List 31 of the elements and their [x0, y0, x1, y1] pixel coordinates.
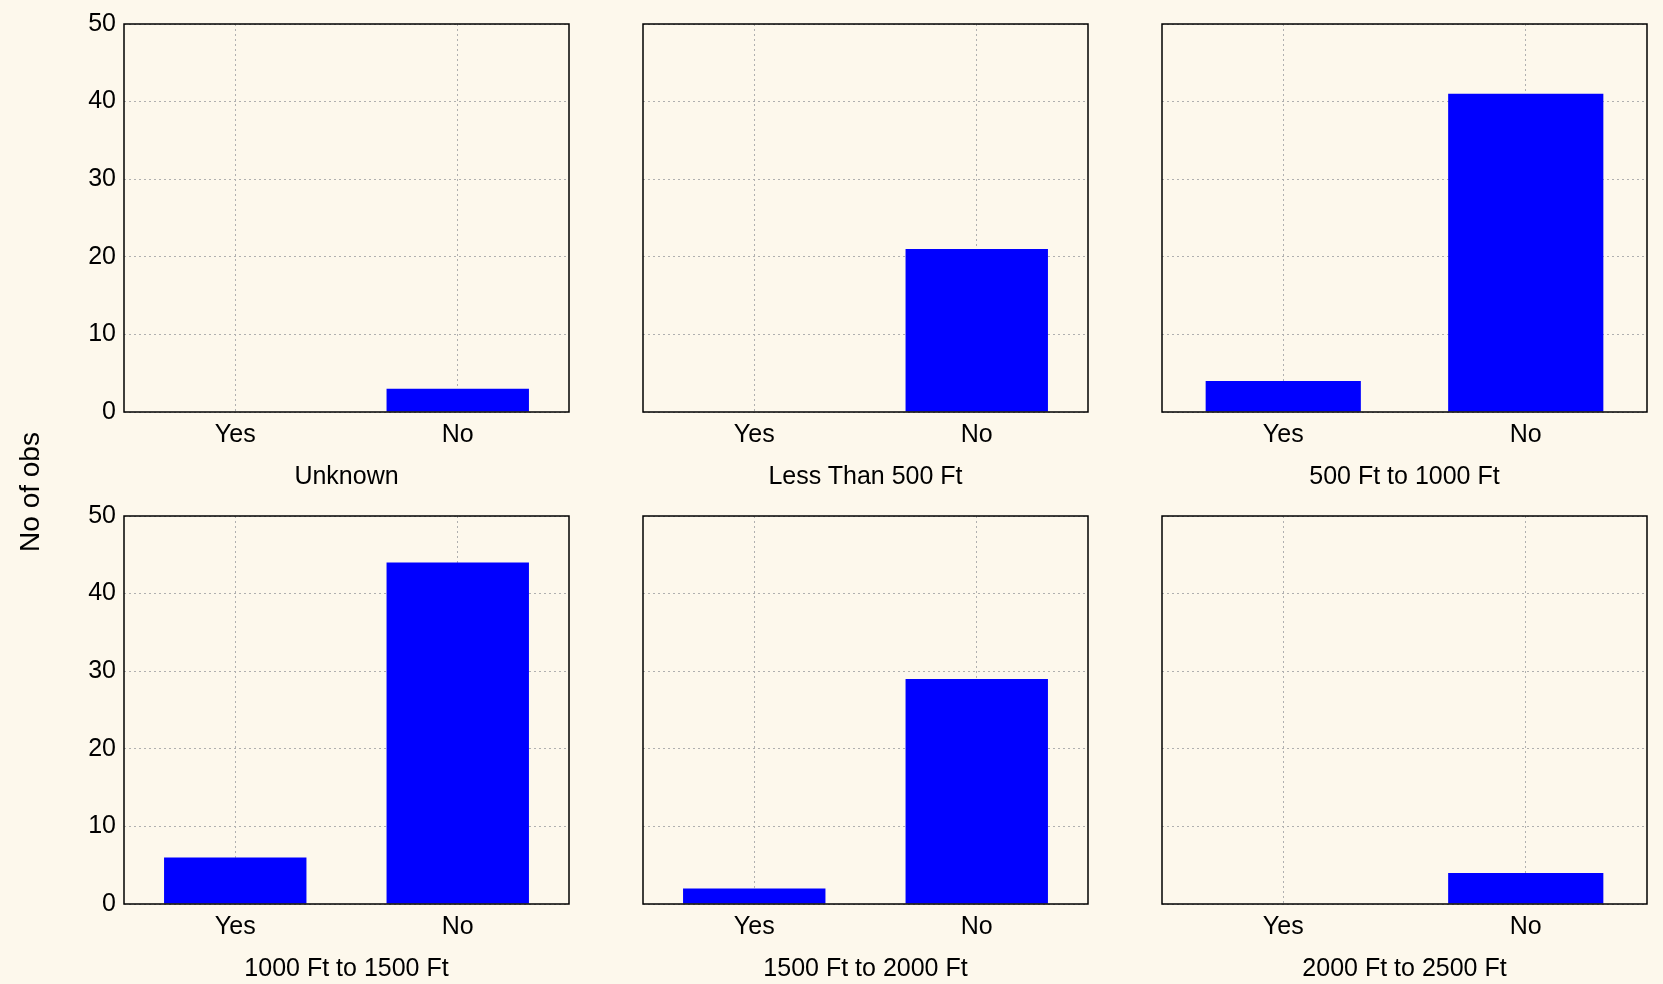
x-tick-label: No	[960, 910, 993, 939]
y-tick-label: 0	[102, 887, 116, 916]
y-tick-label: 50	[88, 7, 116, 36]
x-tick-label: Yes	[733, 910, 775, 939]
y-tick-label: 20	[88, 240, 116, 269]
y-tick-label: 10	[88, 810, 116, 839]
x-axis-title: 2000 Ft to 2500 Ft	[1302, 952, 1507, 981]
y-tick-label: 40	[88, 577, 116, 606]
x-tick-label: Yes	[733, 418, 775, 447]
y-tick-label: 10	[88, 318, 116, 347]
x-axis-title: Less Than 500 Ft	[768, 460, 963, 489]
x-axis-title: Unknown	[294, 460, 399, 489]
y-tick-label: 30	[88, 163, 116, 192]
y-tick-label: 30	[88, 655, 116, 684]
x-axis-title: 1500 Ft to 2000 Ft	[763, 952, 968, 981]
x-tick-label: Yes	[1262, 910, 1304, 939]
y-tick-label: 20	[88, 732, 116, 761]
y-tick-label: 0	[102, 395, 116, 424]
x-tick-label: No	[1509, 910, 1542, 939]
x-tick-label: Yes	[1262, 418, 1304, 447]
x-tick-label: Yes	[214, 910, 256, 939]
x-tick-label: No	[960, 418, 993, 447]
x-tick-label: No	[441, 910, 474, 939]
y-tick-label: 50	[88, 499, 116, 528]
x-tick-label: No	[1509, 418, 1542, 447]
y-tick-label: 40	[88, 85, 116, 114]
x-axis-title: 500 Ft to 1000 Ft	[1309, 460, 1500, 489]
x-tick-label: Yes	[214, 418, 256, 447]
y-axis-title: No of obs	[14, 432, 46, 552]
x-axis-title: 1000 Ft to 1500 Ft	[244, 952, 449, 981]
x-tick-label: No	[441, 418, 474, 447]
